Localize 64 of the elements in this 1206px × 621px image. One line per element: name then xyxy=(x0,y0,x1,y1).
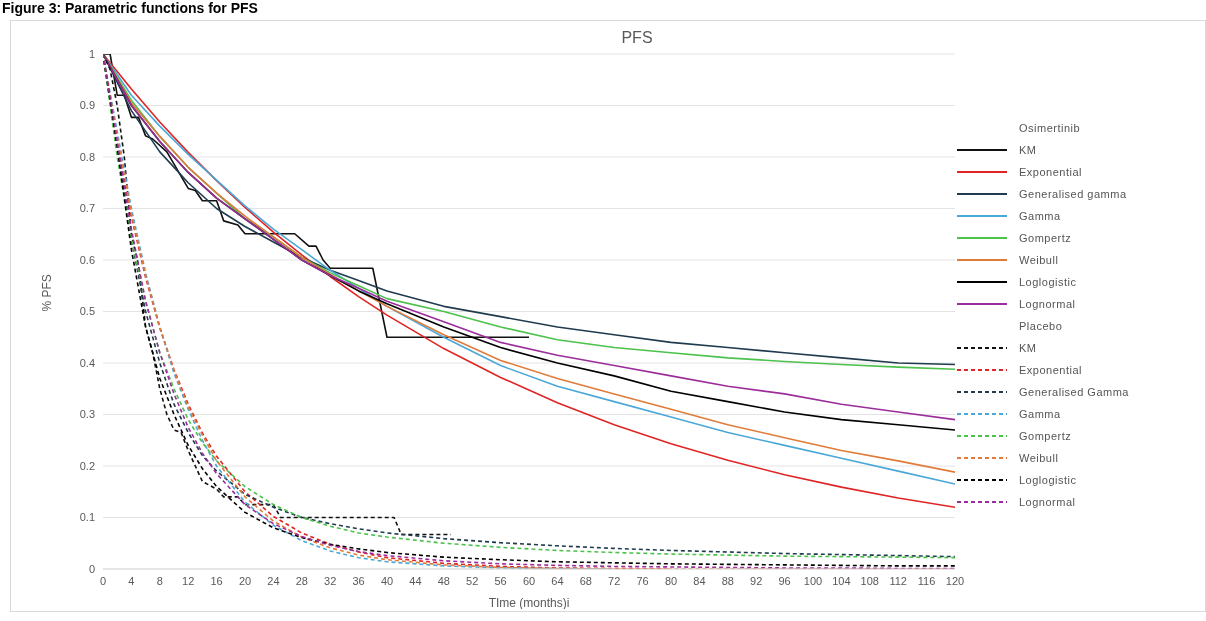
x-tick-label: 88 xyxy=(721,574,734,587)
y-tick-label: 0.6 xyxy=(79,253,95,266)
x-tick-label: 60 xyxy=(522,574,536,587)
x-tick-label: 116 xyxy=(917,574,936,587)
y-tick-label: 0.8 xyxy=(79,150,95,163)
legend-label: Weibull xyxy=(1019,452,1059,464)
x-tick-label: 24 xyxy=(267,574,280,587)
x-tick-label: 16 xyxy=(210,574,223,587)
legend-label: Generalised Gamma xyxy=(1019,386,1129,398)
legend-label: Gompertz xyxy=(1019,232,1072,244)
x-tick-label: 36 xyxy=(352,574,365,587)
x-tick-label: 40 xyxy=(380,574,394,587)
x-tick-label: 32 xyxy=(324,574,337,587)
y-tick-label: 0 xyxy=(88,562,95,575)
legend-label: Gamma xyxy=(1019,408,1061,420)
x-tick-label: 84 xyxy=(693,574,706,587)
x-tick-label: 108 xyxy=(860,574,879,587)
x-tick-label: 92 xyxy=(750,574,763,587)
x-tick-label: 20 xyxy=(238,574,252,587)
x-tick-label: 120 xyxy=(945,574,965,587)
x-tick-label: 100 xyxy=(803,574,823,587)
legend-label: Weibull xyxy=(1019,254,1059,266)
x-tick-label: 44 xyxy=(409,574,422,587)
legend-label: Gompertz xyxy=(1019,430,1072,442)
x-tick-label: 48 xyxy=(437,574,450,587)
y-tick-label: 0.5 xyxy=(79,305,95,318)
y-tick-label: 0.9 xyxy=(79,99,95,112)
x-tick-label: 12 xyxy=(182,574,195,587)
x-tick-label: 0 xyxy=(99,574,107,587)
x-tick-label: 28 xyxy=(295,574,308,587)
y-tick-label: 1 xyxy=(88,47,95,60)
x-tick-label: 112 xyxy=(889,574,907,587)
legend-label: Lognormal xyxy=(1019,298,1076,310)
legend-label: Exponential xyxy=(1019,166,1082,178)
x-tick-label: 64 xyxy=(551,574,564,587)
legend-label: Loglogistic xyxy=(1019,474,1077,486)
x-tick-label: 104 xyxy=(832,574,851,587)
x-tick-label: 96 xyxy=(778,574,791,587)
legend-label: Loglogistic xyxy=(1019,276,1077,288)
x-tick-label: 80 xyxy=(664,574,678,587)
y-tick-label: 0.2 xyxy=(79,459,95,472)
x-tick-label: 52 xyxy=(466,574,479,587)
legend-label: Generalised gamma xyxy=(1019,188,1127,200)
x-tick-label: 8 xyxy=(156,574,163,587)
x-axis-title: TIme (months)i xyxy=(488,596,570,610)
legend-label: Exponential xyxy=(1019,364,1082,376)
y-tick-label: 0.7 xyxy=(79,202,95,215)
y-tick-label: 0.3 xyxy=(79,408,95,421)
y-axis-title: % PFS xyxy=(40,274,55,312)
chart-title: PFS xyxy=(620,29,654,47)
x-tick-label: 4 xyxy=(128,574,135,587)
legend-label: KM xyxy=(1019,342,1037,354)
legend-label: Lognormal xyxy=(1019,496,1076,508)
x-tick-label: 76 xyxy=(636,574,649,587)
x-tick-label: 68 xyxy=(579,574,592,587)
x-tick-label: 72 xyxy=(608,574,621,587)
x-tick-label: 56 xyxy=(494,574,507,587)
text: Osimertinib xyxy=(1018,121,1082,136)
caption: Figure 3: Parametric functions for PFS xyxy=(2,0,258,16)
text: Placebo xyxy=(1018,319,1064,334)
legend-label: KM xyxy=(1019,144,1037,156)
y-tick-label: 0.1 xyxy=(79,511,95,524)
legend-label: Gamma xyxy=(1019,210,1061,222)
y-tick-label: 0.4 xyxy=(79,356,95,369)
